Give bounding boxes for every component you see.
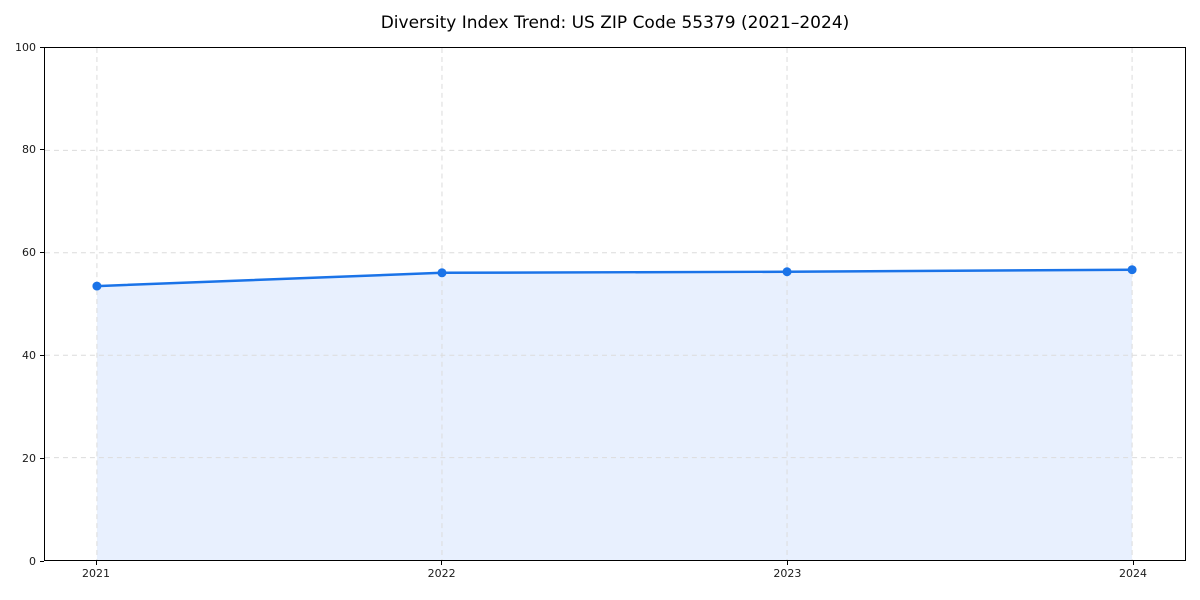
y-tick-label: 0	[29, 554, 36, 568]
chart-title: Diversity Index Trend: US ZIP Code 55379…	[380, 13, 850, 33]
x-tick-label: 2022	[427, 567, 456, 580]
y-tick-label: 80	[22, 143, 36, 157]
y-tick-mark	[39, 560, 44, 562]
y-tick-mark	[39, 149, 44, 151]
x-tick-mark	[441, 561, 443, 565]
x-tick-mark	[95, 561, 97, 565]
x-tick-label: 2023	[773, 567, 802, 580]
x-tick-label: 2021	[82, 567, 110, 580]
line-chart-svg	[45, 48, 1185, 560]
x-tick-mark	[1132, 561, 1134, 565]
y-tick-mark	[39, 252, 44, 254]
data-point-marker	[92, 281, 102, 291]
y-tick-label: 60	[22, 246, 36, 260]
y-tick-label: 100	[15, 40, 36, 54]
y-tick-mark	[39, 46, 44, 48]
y-tick-mark	[39, 457, 44, 459]
data-point-marker	[782, 267, 792, 277]
data-point-marker	[437, 268, 447, 278]
y-tick-label: 40	[22, 348, 36, 362]
x-tick-label: 2024	[1119, 567, 1147, 580]
plot-area	[44, 47, 1186, 561]
y-tick-label: 20	[22, 451, 36, 465]
data-line	[95, 268, 1134, 288]
data-point-marker	[1127, 265, 1137, 275]
area-fill	[96, 269, 1133, 560]
x-tick-mark	[786, 561, 788, 565]
y-tick-mark	[39, 354, 44, 356]
